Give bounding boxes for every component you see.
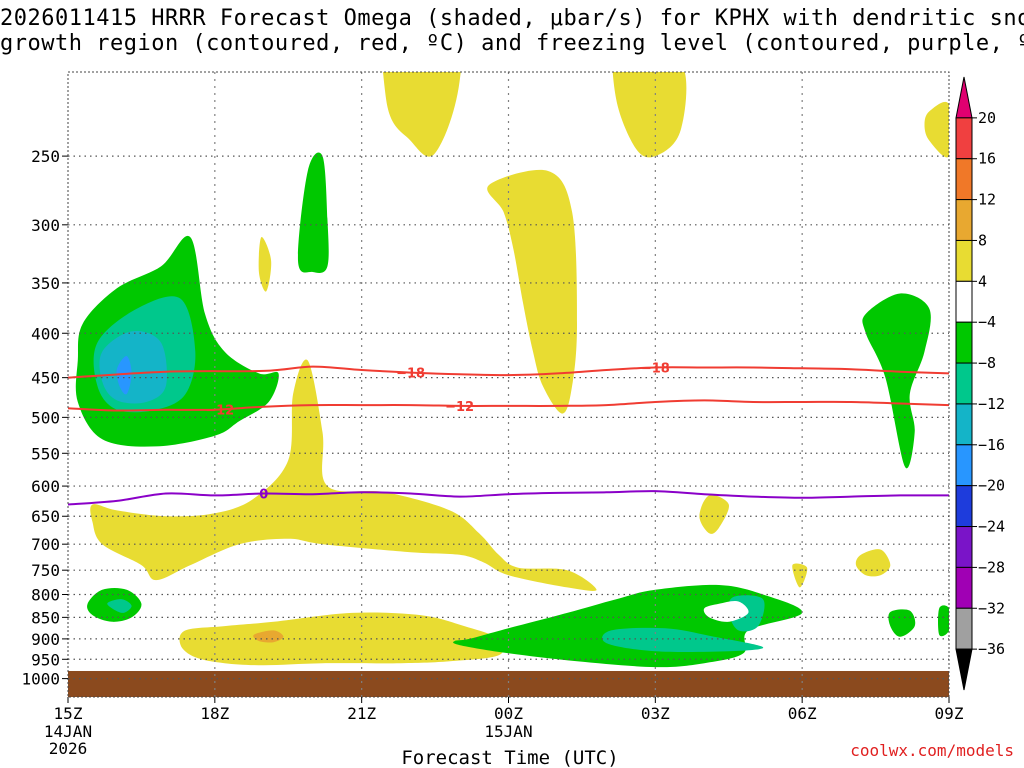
omega-region [862,293,931,469]
y-tick-label: 850 [31,608,60,627]
omega-region [888,609,916,637]
y-tick-label: 700 [31,535,60,554]
grid-layer [68,72,949,697]
colorbar-label: −28 [978,558,1005,576]
omega-region [703,601,749,622]
contour-line [68,399,949,412]
x-tick-date: 14JAN [44,722,92,741]
colorbar-segment [955,321,973,364]
y-tick-label: 550 [31,444,60,463]
contour-layer: −18 −18 −12 −12 0 [68,361,949,506]
colorbar-segment [955,158,973,201]
x-tick-label: 00Z [494,704,523,723]
x-tick-label: 03Z [641,704,670,723]
x-tick-label: 09Z [935,704,964,723]
omega-region [90,359,597,591]
colorbar-segment [955,362,973,405]
y-tick-label: 500 [31,408,60,427]
plot-frame [67,71,950,698]
chart-title: 2026011415 HRRR Forecast Omega (shaded, … [0,6,1024,56]
y-tick-label: 800 [31,586,60,605]
colorbar-label: −20 [978,477,1005,495]
omega-region [99,331,167,404]
y-tick-label: 650 [31,507,60,526]
omega-region [179,612,504,666]
contour-label: −12 [205,404,234,419]
x-tick-label: 15Z [54,704,83,723]
y-tick-label: 1000 [21,670,60,689]
colorbar-label: −4 [978,313,996,331]
y-tick-label: 600 [31,477,60,496]
contour-line [68,490,949,506]
x-tick-label: 06Z [788,704,817,723]
colorbar-label: 12 [978,191,996,209]
colorbar-segment [955,199,973,241]
y-tick-label: 350 [31,274,60,293]
colorbar-arrow-top [955,76,973,119]
omega-region [792,563,808,588]
contour-label: −18 [641,361,670,376]
colorbar-segment [955,526,973,568]
frame-rect [67,71,950,698]
omega-region [107,599,132,613]
colorbar-label: −24 [978,518,1005,536]
omega-region [938,605,949,637]
colorbar-label: −32 [978,599,1005,617]
colorbar-label: 8 [978,231,987,249]
contour-label: −12 [445,400,474,415]
colorbar-label: −12 [978,395,1005,413]
colorbar-label: −8 [978,354,996,372]
colorbar-segment [955,403,973,446]
colorbar-segment [955,485,973,528]
colorbar-label: 16 [978,150,996,168]
y-tick-label: 950 [31,650,60,669]
omega-region [487,169,577,414]
colorbar-label: 4 [978,272,987,290]
omega-region [699,494,730,534]
omega-region [612,72,687,158]
site-credit[interactable]: coolwx.com/models [850,741,1014,760]
y-tick-label: 300 [31,216,60,235]
omega-region [258,237,272,292]
colorbar-segment [955,444,973,487]
y-tick-label: 900 [31,630,60,649]
colorbar-segment [955,239,973,282]
omega-region [297,152,329,273]
y-tick-label: 750 [31,561,60,580]
x-tick-year: 2026 [49,739,88,758]
colorbar-segment [955,566,973,609]
y-axis-ticks: 250 300 350 400 450 500 550 600 650 700 750 800 850 9… [21,147,68,689]
contour-label: 0 [259,488,268,503]
x-tick-date: 15JAN [484,722,532,741]
colorbar-arrow-bottom [955,648,973,691]
plot-area [75,72,949,668]
colorbar-segment [955,117,973,160]
chart-title-line2: growth region (contoured, red, ºC) and f… [0,31,1024,56]
colorbar-segment [955,280,973,323]
omega-region [383,72,461,157]
x-tick-label: 18Z [200,704,229,723]
omega-region [924,101,949,158]
x-tick-label: 21Z [347,704,376,723]
omega-region [116,356,132,395]
colorbar-label: −16 [978,436,1005,454]
contour-label: −18 [396,367,425,382]
omega-region [602,627,764,653]
colorbar-segment [955,607,973,650]
y-tick-label: 250 [31,147,60,166]
x-axis-label: Forecast Time (UTC) [401,747,618,768]
y-tick-label: 400 [31,324,60,343]
y-tick-label: 450 [31,369,60,388]
colorbar-label: 20 [978,109,996,127]
colorbar: 20 16 12 8 4 −4 −8 −12 −16 −20 −24 −28 −32 −36 [955,76,1005,691]
chart-title-line1: 2026011415 HRRR Forecast Omega (shaded, … [0,6,1024,31]
omega-region [855,549,891,577]
contour-line [68,365,949,379]
colorbar-label: −36 [978,640,1005,658]
